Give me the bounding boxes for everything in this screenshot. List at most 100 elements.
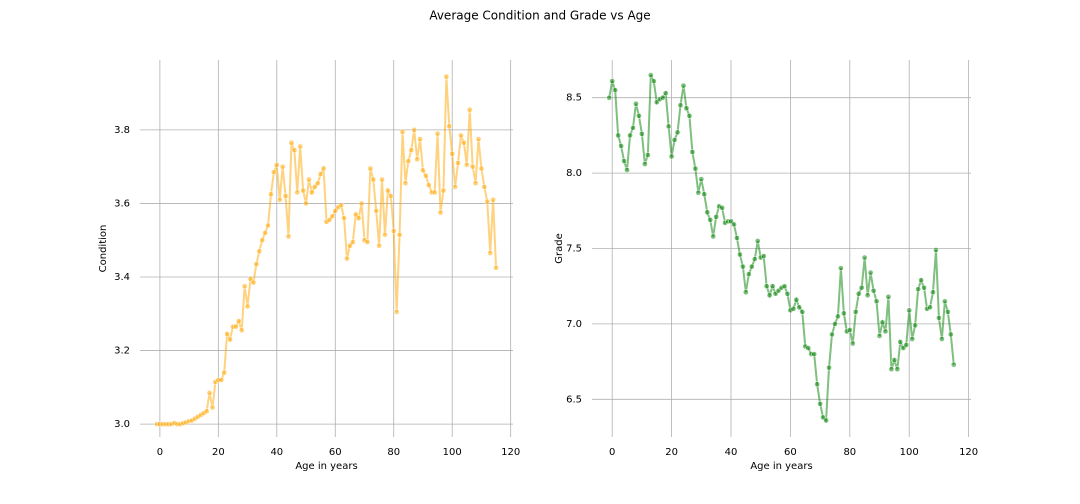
data-point: [867, 269, 874, 276]
x-tick-label: 100: [443, 447, 462, 458]
x-tick-label: 20: [212, 447, 225, 458]
data-point: [265, 222, 271, 229]
data-point: [282, 193, 289, 199]
data-point: [713, 213, 720, 220]
data-point: [894, 366, 901, 372]
data-point: [677, 102, 684, 109]
data-point: [449, 150, 456, 157]
data-point: [233, 323, 239, 330]
data-point: [472, 180, 479, 187]
data-point: [466, 106, 473, 113]
data-point: [918, 277, 924, 284]
data-point: [921, 284, 927, 291]
x-axis-label: Age in years: [750, 461, 812, 472]
x-tick-label: 80: [843, 447, 856, 458]
x-tick-label: 60: [784, 447, 797, 458]
data-point: [458, 132, 464, 139]
data-point: [452, 184, 458, 190]
data-point: [644, 152, 651, 158]
data-point: [870, 287, 877, 294]
data-point: [659, 94, 666, 101]
data-point: [829, 331, 835, 338]
data-point: [927, 304, 933, 311]
data-point: [297, 143, 304, 150]
data-point: [950, 361, 957, 368]
data-line: [156, 76, 498, 426]
y-tick-label: 3.2: [114, 346, 130, 357]
data-point: [469, 163, 476, 170]
data-point: [695, 189, 702, 196]
x-tick-label: 60: [329, 447, 342, 458]
data-point: [731, 221, 737, 228]
data-point: [370, 176, 377, 183]
data-point: [417, 136, 423, 142]
data-point: [273, 161, 280, 168]
data-point: [396, 231, 403, 238]
data-point: [434, 130, 441, 137]
data-point: [481, 184, 488, 190]
data-point: [817, 400, 823, 407]
data-point: [390, 228, 397, 234]
data-line: [608, 74, 955, 423]
y-axis-label: Grade: [554, 233, 565, 264]
data-point: [891, 357, 898, 363]
data-point: [367, 165, 374, 172]
data-point: [478, 165, 485, 172]
data-point: [373, 207, 380, 214]
data-point: [420, 167, 426, 174]
data-point: [203, 408, 210, 415]
data-point: [674, 129, 681, 136]
data-point: [326, 217, 333, 223]
data-point: [484, 198, 491, 205]
data-point: [745, 271, 752, 277]
data-point: [903, 342, 910, 348]
data-point: [647, 72, 654, 78]
data-point: [754, 238, 761, 244]
data-point: [766, 292, 773, 299]
data-point: [748, 263, 755, 270]
data-point: [618, 143, 624, 149]
x-tick-label: 0: [157, 447, 163, 458]
data-point: [206, 390, 213, 396]
data-point: [393, 309, 400, 315]
data-point: [633, 100, 639, 107]
data-point: [487, 250, 494, 256]
data-point: [262, 230, 268, 236]
data-point: [707, 216, 714, 223]
data-point: [879, 319, 886, 326]
y-tick-label: 7.5: [566, 244, 582, 255]
data-point: [431, 189, 438, 196]
data-point: [271, 169, 277, 176]
data-point: [332, 207, 339, 214]
y-tick-label: 6.5: [566, 394, 582, 405]
data-point: [355, 215, 362, 222]
figure-title: Average Condition and Grade vs Age: [429, 9, 650, 23]
data-point: [885, 293, 892, 300]
data-point: [701, 191, 708, 198]
data-point: [268, 191, 274, 198]
data-point: [680, 82, 687, 89]
data-point: [763, 283, 770, 290]
data-point: [852, 308, 859, 315]
data-point: [864, 292, 871, 299]
data-point: [385, 187, 391, 194]
y-tick-label: 3.6: [114, 198, 130, 209]
data-point: [300, 187, 306, 194]
data-point: [247, 275, 254, 282]
data-point: [624, 167, 630, 173]
data-point: [826, 364, 832, 371]
data-point: [912, 322, 919, 329]
data-point: [227, 336, 233, 343]
data-point: [811, 351, 818, 357]
data-point: [463, 161, 470, 168]
data-point: [665, 123, 672, 130]
data-point: [769, 283, 776, 290]
data-point: [689, 149, 696, 155]
data-point: [882, 328, 889, 335]
data-point: [303, 200, 309, 207]
x-tick-label: 40: [725, 447, 738, 458]
data-point: [627, 132, 633, 139]
data-point: [259, 237, 266, 244]
data-point: [784, 290, 791, 297]
data-point: [719, 204, 725, 211]
